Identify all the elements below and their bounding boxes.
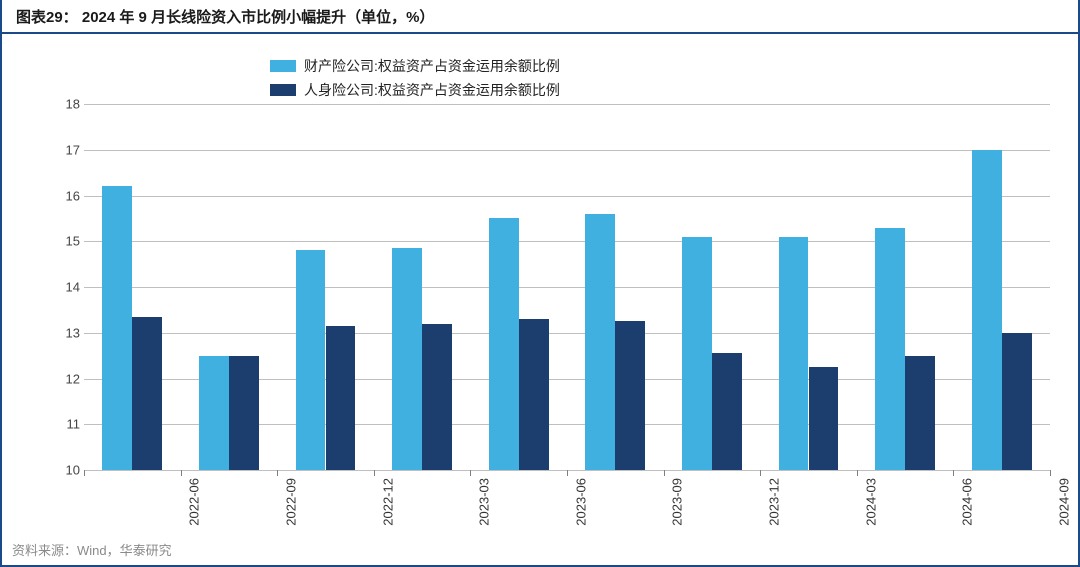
y-tick-label: 10 xyxy=(50,463,80,478)
bar xyxy=(905,356,935,470)
x-tick-label: 2023-12 xyxy=(767,478,782,526)
bar xyxy=(1002,333,1032,470)
bar xyxy=(972,150,1002,470)
y-tick-label: 12 xyxy=(50,371,80,386)
plot-wrap: 财产险公司:权益资产占资金运用余额比例 人身险公司:权益资产占资金运用余额比例 … xyxy=(50,50,1050,470)
x-tick-label: 2023-09 xyxy=(670,478,685,526)
bar xyxy=(779,237,809,470)
x-tick-mark xyxy=(277,470,278,476)
bar xyxy=(519,319,549,470)
x-tick-mark xyxy=(1050,470,1051,476)
bar xyxy=(132,317,162,470)
x-tick-mark xyxy=(374,470,375,476)
bars-row xyxy=(84,50,1050,470)
plot-area: 1011121314151617182022-062022-092022-122… xyxy=(84,50,1050,470)
bar xyxy=(712,353,742,470)
x-tick-mark xyxy=(857,470,858,476)
bar xyxy=(326,326,356,470)
bar xyxy=(682,237,712,470)
x-tick-mark xyxy=(84,470,85,476)
chart-title: 图表29： 2024 年 9 月长线险资入市比例小幅提升（单位，%） xyxy=(2,0,1078,34)
bar xyxy=(422,324,452,470)
bar xyxy=(392,248,422,470)
x-tick-label: 2022-06 xyxy=(187,478,202,526)
x-tick-label: 2024-09 xyxy=(1056,478,1071,526)
y-tick-label: 15 xyxy=(50,234,80,249)
bar xyxy=(585,214,615,470)
x-tick-label: 2024-06 xyxy=(960,478,975,526)
x-tick-label: 2023-06 xyxy=(573,478,588,526)
bar xyxy=(875,228,905,470)
bar xyxy=(102,186,132,470)
y-tick-label: 14 xyxy=(50,280,80,295)
x-tick-mark xyxy=(760,470,761,476)
x-tick-mark xyxy=(181,470,182,476)
x-tick-label: 2023-03 xyxy=(477,478,492,526)
bar xyxy=(199,356,229,470)
y-tick-label: 11 xyxy=(50,417,80,432)
bar xyxy=(296,250,326,470)
x-tick-label: 2024-03 xyxy=(863,478,878,526)
source-text: 资料来源：Wind，华泰研究 xyxy=(12,540,172,559)
x-tick-label: 2022-12 xyxy=(380,478,395,526)
bar xyxy=(615,321,645,470)
x-tick-mark xyxy=(953,470,954,476)
y-tick-label: 13 xyxy=(50,325,80,340)
x-tick-label: 2022-09 xyxy=(284,478,299,526)
y-tick-label: 16 xyxy=(50,188,80,203)
bar xyxy=(229,356,259,470)
y-tick-label: 18 xyxy=(50,97,80,112)
x-tick-mark xyxy=(664,470,665,476)
x-tick-mark xyxy=(567,470,568,476)
chart-figure: 图表29： 2024 年 9 月长线险资入市比例小幅提升（单位，%） 财产险公司… xyxy=(0,0,1080,567)
bar xyxy=(809,367,839,470)
bar xyxy=(489,218,519,470)
y-tick-label: 17 xyxy=(50,142,80,157)
x-tick-mark xyxy=(470,470,471,476)
